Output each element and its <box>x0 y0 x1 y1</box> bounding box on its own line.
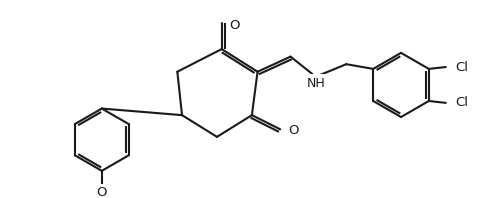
Text: O: O <box>96 186 107 198</box>
Text: O: O <box>229 19 239 32</box>
Text: Cl: Cl <box>455 96 468 109</box>
Text: Cl: Cl <box>455 61 468 73</box>
Text: O: O <box>288 124 299 137</box>
Text: NH: NH <box>306 77 326 89</box>
